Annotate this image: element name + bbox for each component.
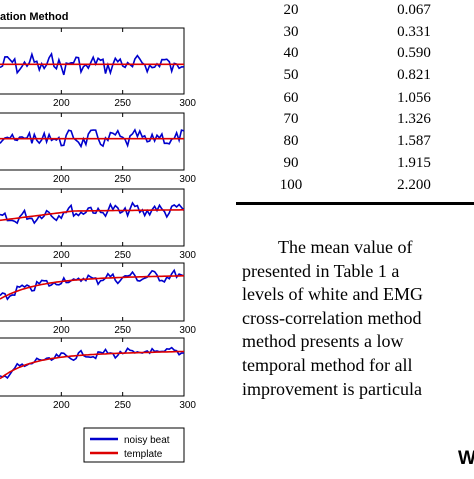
plot-panel-frame	[0, 337, 185, 397]
template-line	[0, 209, 184, 222]
cell-value: 2.200	[397, 177, 431, 193]
cell-value: 1.056	[397, 90, 431, 106]
plot-panel-frame	[0, 188, 185, 247]
x-tick-label: 300	[179, 250, 196, 261]
x-tick-label: 200	[53, 250, 70, 261]
cell-value: 1.326	[397, 111, 431, 127]
cell-snr: 80	[283, 133, 299, 149]
x-tick-label: 250	[114, 400, 131, 411]
cell-snr: 40	[283, 45, 299, 61]
body-paragraph: The mean value of presented in Table 1 a…	[242, 236, 474, 401]
paragraph-line: levels of white and EMG	[242, 284, 423, 305]
table-row: 100 2.200	[236, 177, 474, 194]
table-row: 80 1.587	[236, 133, 474, 150]
noisy-beat-line	[0, 51, 185, 76]
table-row: 40 0.590	[236, 45, 474, 62]
legend-label: template	[124, 449, 163, 460]
cell-value: 0.067	[397, 2, 431, 18]
template-line	[0, 350, 184, 380]
noisy-beat-line	[0, 268, 185, 301]
x-tick-label: 250	[114, 174, 131, 185]
cell-snr: 100	[279, 177, 303, 193]
table-row: 30 0.331	[236, 24, 474, 41]
plot-panel-frame	[0, 27, 185, 95]
plots-svg: 200 250 300 200 250 300 200 250 300 200 250 300 200 2…	[0, 27, 196, 463]
paragraph-line: cross-correlation method	[242, 307, 422, 328]
table-row: 70 1.326	[236, 111, 474, 128]
paragraph-line: improvement is particula	[242, 378, 422, 399]
cell-snr: 50	[283, 67, 299, 83]
cell-value: 0.331	[397, 24, 431, 40]
plot-title: ation Method	[0, 11, 69, 23]
table-row: 50 0.821	[236, 67, 474, 84]
cell-value: 0.590	[397, 45, 431, 61]
paragraph-line: presented in Table 1 a	[242, 260, 400, 281]
cell-value: 1.587	[397, 133, 431, 149]
x-tick-label: 200	[53, 400, 70, 411]
x-tick-label: 250	[114, 325, 131, 336]
section-heading: W	[458, 448, 474, 469]
paragraph-line: temporal method for all	[242, 354, 413, 375]
cell-snr: 60	[283, 90, 299, 106]
cell-value: 0.821	[397, 67, 431, 83]
legend-label: noisy beat	[124, 435, 170, 446]
cell-snr: 20	[283, 2, 299, 18]
plot-panel-frame	[0, 112, 185, 171]
paragraph-line: The mean value of	[278, 237, 413, 257]
figure: ation Method 200 250 300 200 250 300 200 250 300…	[0, 0, 200, 474]
x-tick-label: 250	[114, 250, 131, 261]
x-tick-label: 300	[179, 98, 196, 109]
x-tick-label: 200	[53, 174, 70, 185]
cell-snr: 70	[283, 111, 299, 127]
x-tick-label: 200	[53, 98, 70, 109]
legend-box	[83, 427, 185, 463]
table-row: 90 1.915	[236, 155, 474, 172]
noisy-beat-line	[0, 201, 185, 225]
cell-value: 1.915	[397, 155, 431, 171]
cell-snr: 30	[283, 24, 299, 40]
table-row: 60 1.056	[236, 90, 474, 107]
plot-panel-frame	[0, 262, 185, 322]
x-tick-label: 250	[114, 98, 131, 109]
table-bottom-rule	[236, 202, 474, 205]
x-tick-label: 300	[179, 400, 196, 411]
template-line	[0, 275, 184, 300]
paragraph-line: method presents a low	[242, 331, 404, 352]
table-row: 20 0.067	[236, 2, 474, 19]
x-tick-label: 200	[53, 325, 70, 336]
x-tick-label: 300	[179, 325, 196, 336]
cell-snr: 90	[283, 155, 299, 171]
x-tick-label: 300	[179, 174, 196, 185]
